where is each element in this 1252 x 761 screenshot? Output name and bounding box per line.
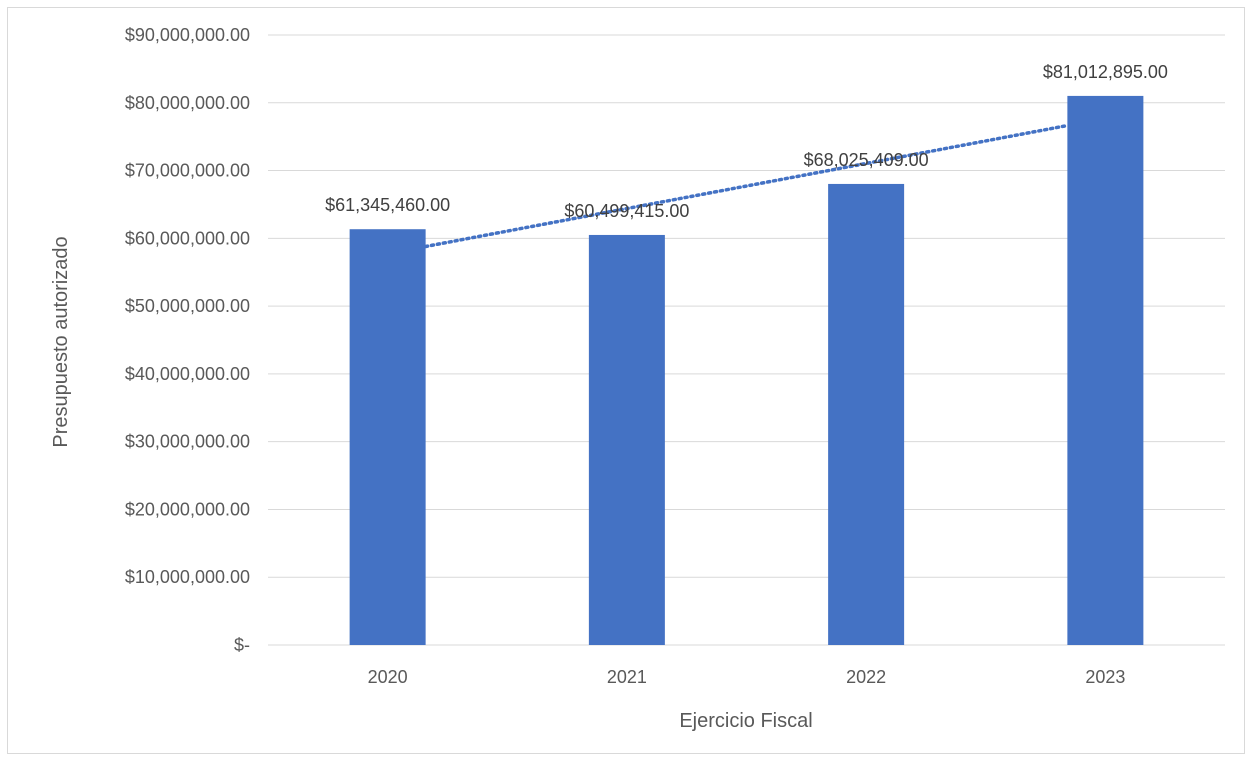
y-axis-title: Presupuesto autorizado [50,236,72,447]
y-tick-label: $60,000,000.00 [125,228,250,248]
y-tick-label: $- [234,635,250,655]
bars [349,95,1144,645]
y-tick-label: $20,000,000.00 [125,499,250,519]
y-tick-label: $80,000,000.00 [125,93,250,113]
bar [588,234,665,645]
data-label: $68,025,409.00 [804,150,929,170]
y-tick-label: $40,000,000.00 [125,364,250,384]
y-tick-label: $50,000,000.00 [125,296,250,316]
data-label: $81,012,895.00 [1043,62,1168,82]
x-tick-label: 2023 [1085,667,1125,687]
trendline-group [423,123,1070,249]
data-labels: $61,345,460.00 $60,499,415.00 $68,025,409.… [325,62,1168,221]
y-tick-label: $90,000,000.00 [125,25,250,45]
x-tick-label: 2021 [607,667,647,687]
bar [828,183,905,645]
bar [349,229,426,645]
bar [1067,95,1144,645]
y-tick-label: $10,000,000.00 [125,567,250,587]
data-label: $61,345,460.00 [325,195,450,215]
x-tick-label: 2020 [368,667,408,687]
x-axis-tick-labels: 2020 2021 2022 2023 [368,667,1126,687]
y-tick-label: $70,000,000.00 [125,161,250,181]
gridlines [268,34,1225,646]
x-axis-title: Ejercicio Fiscal [679,710,812,732]
trendline [423,123,1070,249]
x-tick-label: 2022 [846,667,886,687]
data-label: $60,499,415.00 [564,201,689,221]
y-axis-tick-labels: $- $10,000,000.00 $20,000,000.00 $30,000,00… [125,25,250,655]
y-tick-label: $30,000,000.00 [125,432,250,452]
